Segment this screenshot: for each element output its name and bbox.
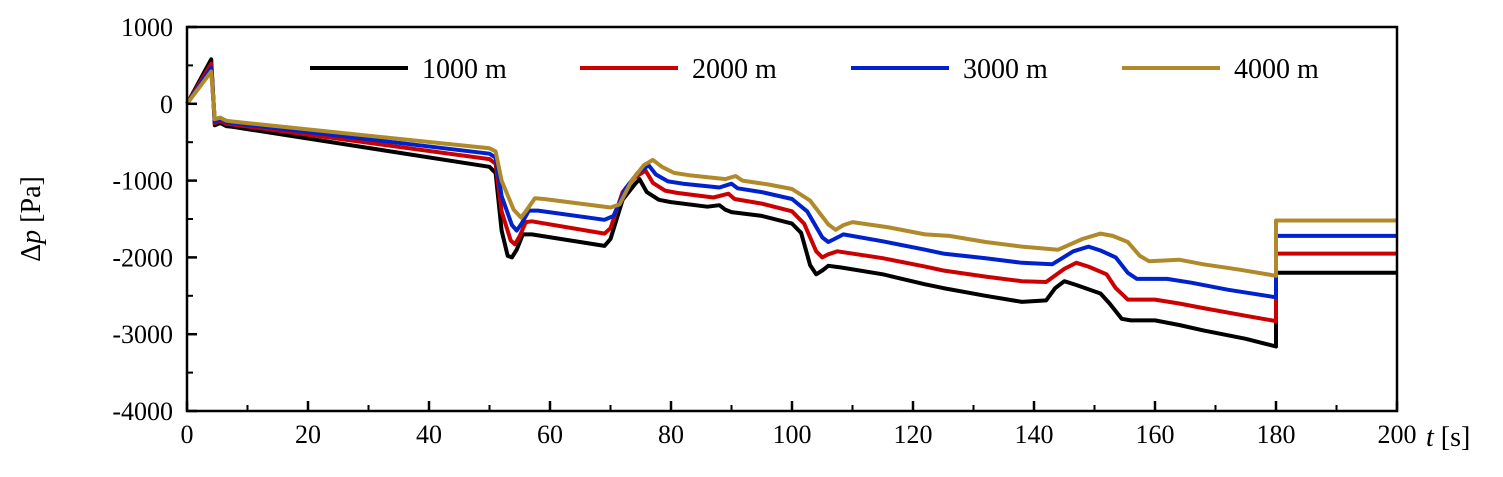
x-tick-label: 120 <box>894 420 933 449</box>
x-tick-label: 100 <box>773 420 812 449</box>
legend: 1000 m 2000 m 3000 m 4000 m <box>310 54 1319 85</box>
y-tick-label: -1000 <box>112 167 173 196</box>
series-line-4000m <box>185 69 1397 278</box>
y-axis-label: Δp [Pa] <box>16 176 47 262</box>
series-line-3000m <box>185 65 1397 300</box>
x-axis-label: t [s] <box>1426 422 1470 453</box>
legend-item: 3000 m <box>851 54 1048 85</box>
x-tick-label: 160 <box>1136 420 1175 449</box>
x-tick-label: 0 <box>181 420 194 449</box>
x-tick-label: 40 <box>416 420 442 449</box>
x-tick-label: 200 <box>1378 420 1417 449</box>
x-tick-label: 140 <box>1015 420 1054 449</box>
axis-ticks: 0 20 40 60 80 100 120 140 160 180 200 1000 0 -1000 -20… <box>112 13 1416 449</box>
series-line-1000m <box>185 57 1397 349</box>
legend-label: 4000 m <box>1234 54 1319 85</box>
x-tick-label: 60 <box>537 420 563 449</box>
legend-item: 1000 m <box>310 54 507 85</box>
y-tick-label: 0 <box>160 90 173 119</box>
y-tick-label: -2000 <box>112 243 173 272</box>
series-line-2000m <box>185 61 1397 324</box>
legend-item: 4000 m <box>1122 54 1319 85</box>
legend-label: 1000 m <box>422 54 507 85</box>
x-tick-label: 180 <box>1257 420 1296 449</box>
legend-label: 2000 m <box>692 54 777 85</box>
plot-frame <box>185 25 1399 413</box>
series-lines <box>185 57 1397 349</box>
x-tick-label: 80 <box>658 420 684 449</box>
legend-item: 2000 m <box>580 54 777 85</box>
y-tick-label: -4000 <box>112 397 173 426</box>
x-tick-label: 20 <box>295 420 321 449</box>
y-tick-label: -3000 <box>112 320 173 349</box>
legend-label: 3000 m <box>963 54 1048 85</box>
y-tick-label: 1000 <box>121 13 173 42</box>
